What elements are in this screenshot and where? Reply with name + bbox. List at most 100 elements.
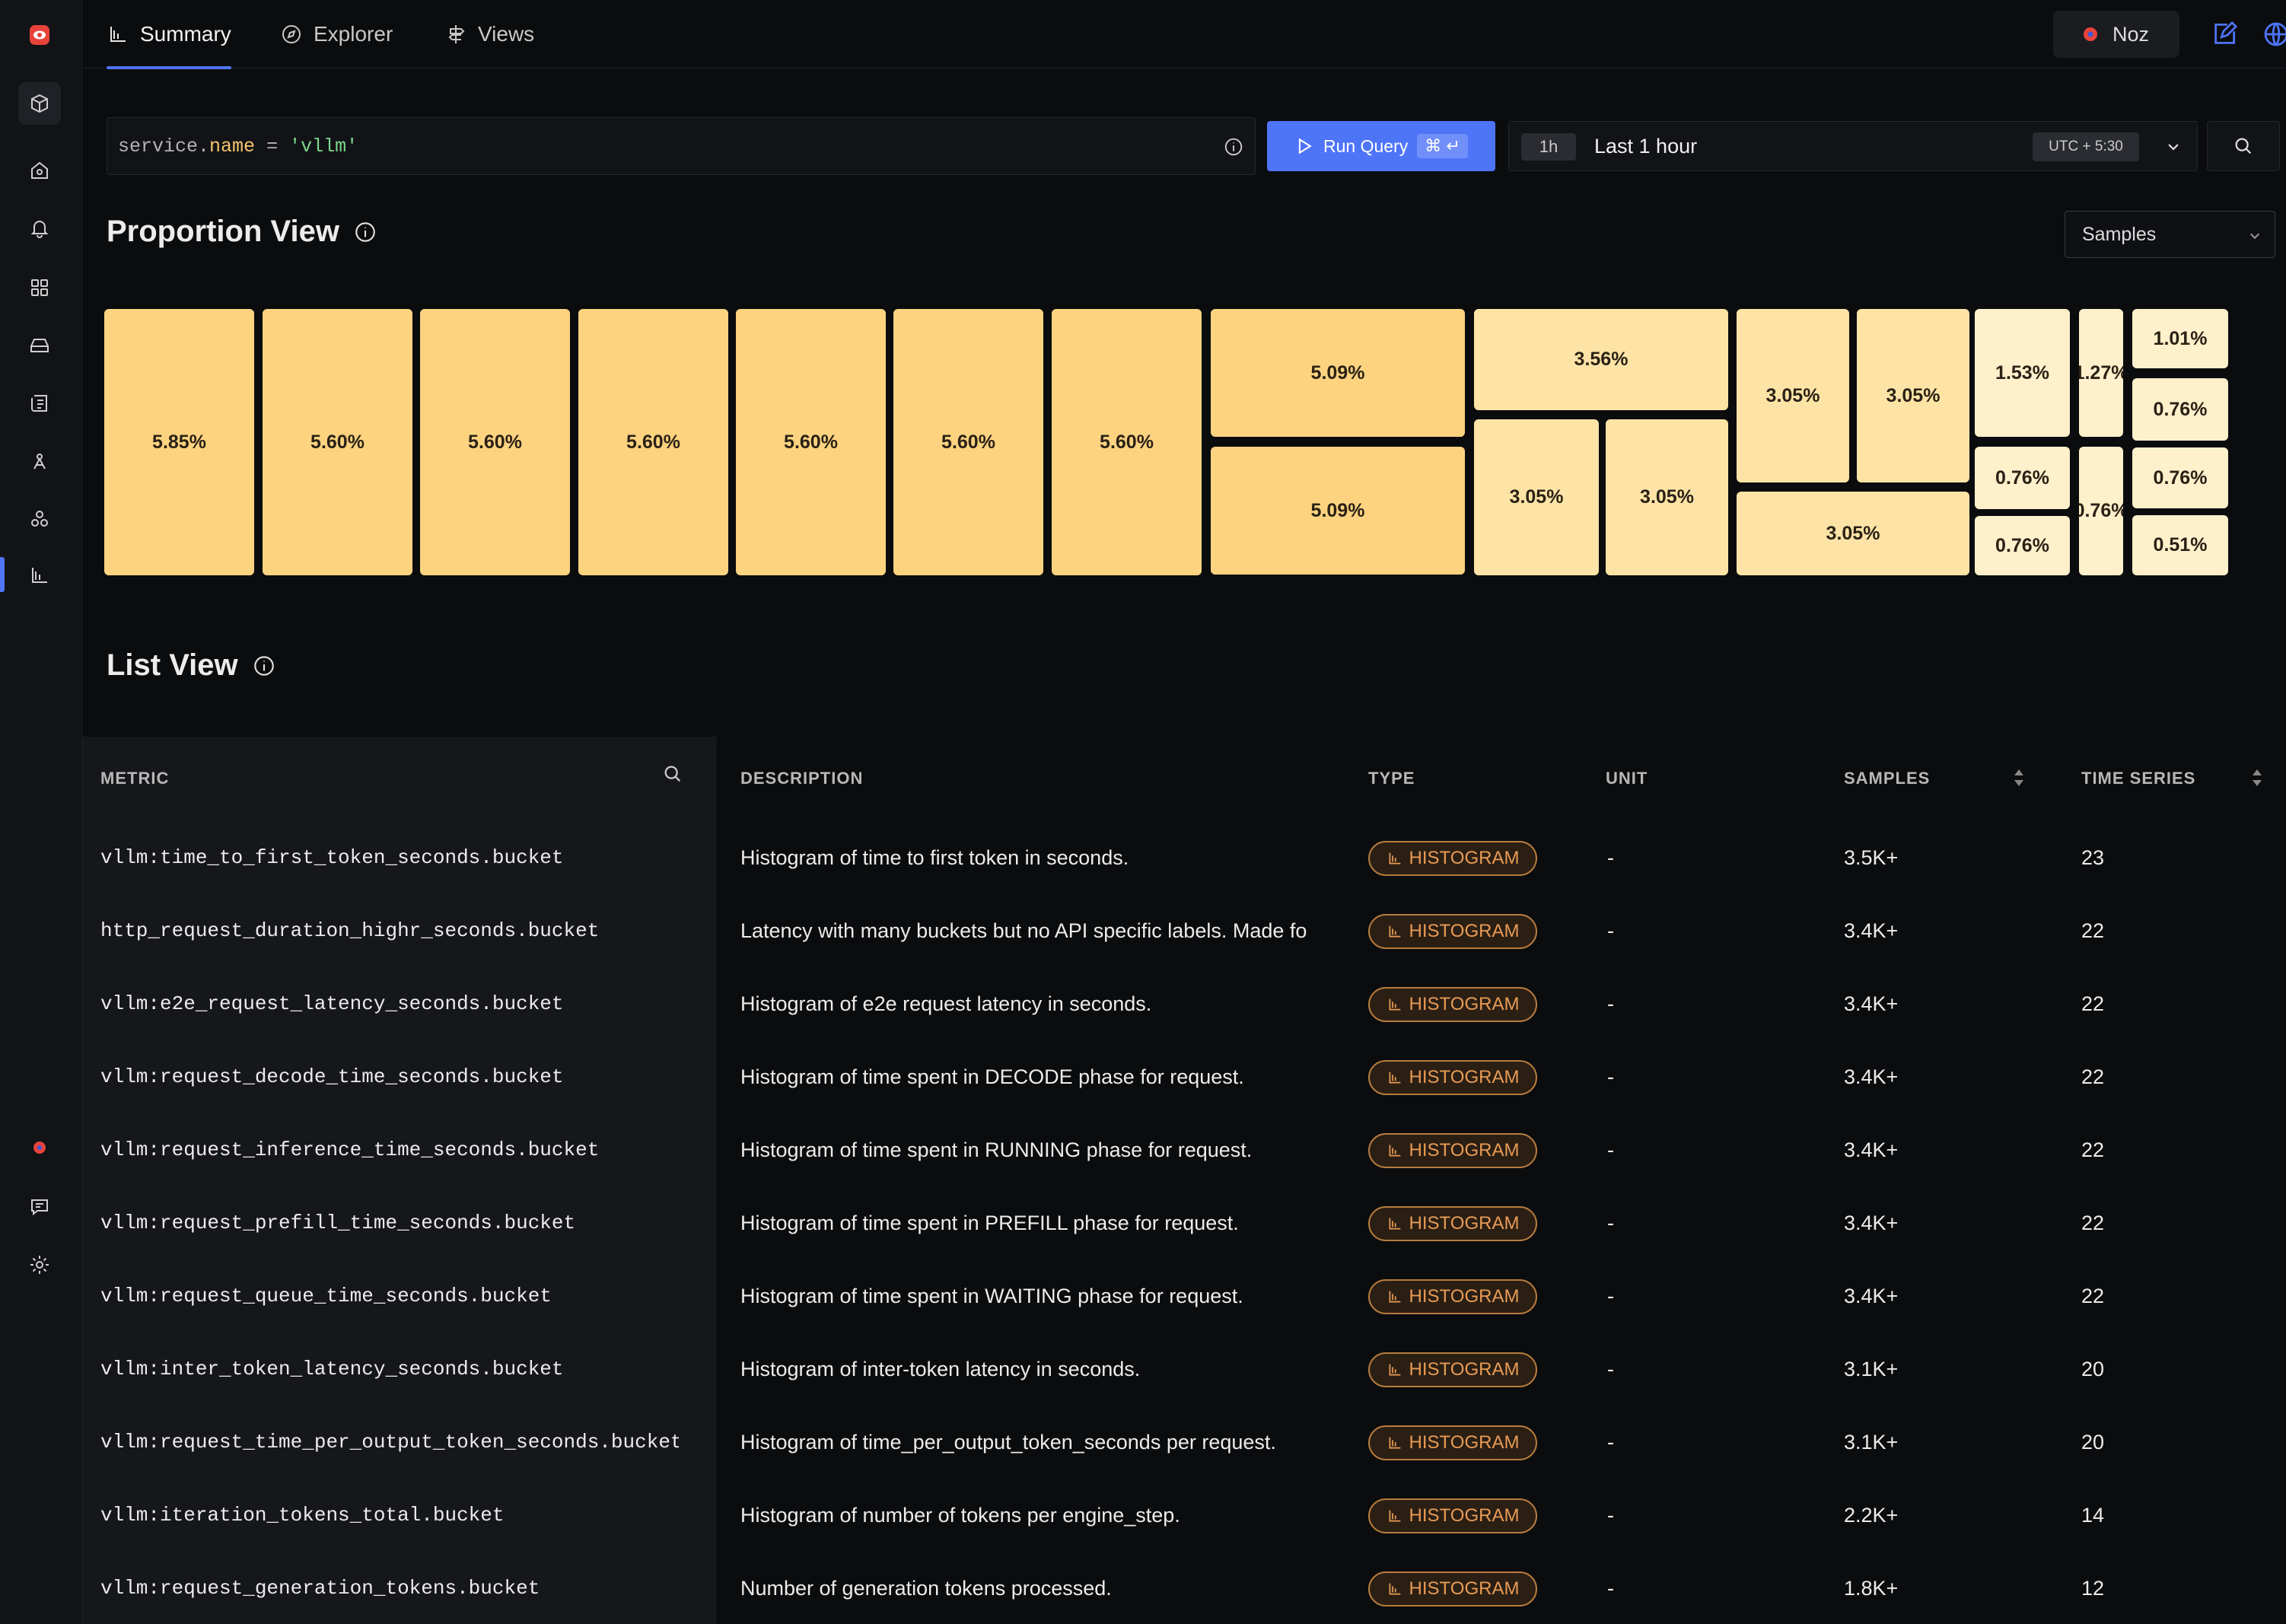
chevron-down-icon[interactable] <box>2165 139 2182 155</box>
treemap-tile[interactable]: 1.53% <box>1975 309 2070 437</box>
column-header-samples[interactable]: SAMPLES <box>1844 769 1931 788</box>
tab-explorer-label: Explorer <box>314 22 393 46</box>
query-dot: . <box>198 135 210 158</box>
profile-avatar-icon[interactable] <box>18 1126 61 1169</box>
metric-name: vllm:inter_token_latency_seconds.bucket <box>100 1358 564 1380</box>
traces-icon[interactable] <box>18 440 61 482</box>
query-input[interactable]: service. name = 'vllm' <box>107 117 1256 175</box>
settings-icon[interactable] <box>18 1243 61 1286</box>
time-range-picker[interactable]: 1h Last 1 hour UTC + 5:30 <box>1508 121 2198 171</box>
metric-time-series: 20 <box>2081 1358 2105 1380</box>
tab-views-label: Views <box>478 22 535 46</box>
treemap-tile[interactable]: 3.05% <box>1474 419 1599 575</box>
metric-description: Histogram of time spent in WAITING phase… <box>740 1285 1243 1307</box>
treemap-tile[interactable]: 3.05% <box>1737 492 1969 575</box>
treemap-tile[interactable]: 5.60% <box>893 309 1043 575</box>
tab-summary[interactable]: Summary <box>107 0 231 69</box>
user-chip[interactable]: Noz <box>2053 11 2179 58</box>
histogram-icon <box>1389 852 1400 865</box>
column-header-description[interactable]: DESCRIPTION <box>740 769 864 788</box>
logo-icon[interactable] <box>18 14 61 56</box>
metric-time-series: 20 <box>2081 1431 2105 1454</box>
treemap-tile[interactable]: 0.51% <box>2132 515 2228 575</box>
metric-description: Histogram of time to first token in seco… <box>740 846 1129 869</box>
metric-time-series: 12 <box>2081 1577 2105 1600</box>
bar-chart-icon <box>110 27 126 42</box>
treemap-tile[interactable]: 0.76% <box>2132 447 2228 508</box>
info-icon[interactable] <box>353 220 377 244</box>
feedback-icon[interactable] <box>18 1186 61 1228</box>
treemap-tile[interactable]: 5.60% <box>1052 309 1202 575</box>
sort-icon[interactable] <box>2251 767 2263 788</box>
integrations-icon[interactable] <box>18 498 61 540</box>
signpost-icon <box>448 25 465 43</box>
treemap-tile[interactable]: 5.09% <box>1211 309 1465 437</box>
alerts-icon[interactable] <box>18 207 61 250</box>
histogram-icon <box>1389 1145 1400 1157</box>
column-header-unit[interactable]: UNIT <box>1606 769 1648 788</box>
treemap-tile[interactable]: 3.56% <box>1474 309 1728 410</box>
info-icon[interactable] <box>252 654 276 678</box>
treemap-tile[interactable]: 5.60% <box>420 309 570 575</box>
treemap-tile[interactable]: 5.85% <box>104 309 254 575</box>
metric-unit: - <box>1607 992 1614 1015</box>
histogram-icon <box>1389 1291 1400 1303</box>
sort-icon[interactable] <box>2013 767 2025 788</box>
treemap-tile[interactable]: 0.76% <box>2132 378 2228 441</box>
treemap-tile[interactable]: 3.05% <box>1606 419 1728 575</box>
new-item-icon[interactable] <box>18 82 61 125</box>
run-query-button[interactable]: Run Query ⌘ ↵ <box>1267 121 1495 171</box>
column-header-type[interactable]: TYPE <box>1368 769 1415 788</box>
metric-time-series: 22 <box>2081 1212 2105 1234</box>
dashboards-icon[interactable] <box>18 266 61 309</box>
treemap-tile[interactable]: 1.27% <box>2079 309 2123 437</box>
metric-unit: - <box>1607 1138 1614 1161</box>
column-header-metric[interactable]: METRIC <box>100 769 170 788</box>
histogram-icon <box>1389 1364 1400 1376</box>
search-icon <box>2235 138 2252 154</box>
tab-explorer[interactable]: Explorer <box>280 0 393 68</box>
treemap-tile[interactable]: 5.60% <box>736 309 886 575</box>
type-badge: HISTOGRAM <box>1368 841 1537 876</box>
info-icon[interactable] <box>1223 136 1244 158</box>
metric-samples: 3.4K+ <box>1844 919 1899 942</box>
storage-icon[interactable] <box>18 324 61 367</box>
active-indicator <box>0 557 5 592</box>
metric-samples: 3.4K+ <box>1844 1212 1899 1234</box>
treemap-tile[interactable]: 5.60% <box>263 309 412 575</box>
type-badge: HISTOGRAM <box>1368 1571 1537 1606</box>
home-icon[interactable] <box>18 149 61 192</box>
metrics-table <box>82 737 2286 1624</box>
histogram-icon <box>1389 1437 1400 1449</box>
treemap-tile[interactable]: 0.76% <box>2079 447 2123 575</box>
metric-description: Histogram of inter-token latency in seco… <box>740 1358 1141 1380</box>
metric-name: vllm:request_generation_tokens.bucket <box>100 1577 540 1600</box>
treemap-tile[interactable]: 5.09% <box>1211 447 1465 575</box>
search-icon[interactable] <box>662 763 683 785</box>
run-query-shortcut: ⌘ ↵ <box>1417 134 1468 158</box>
tab-views[interactable]: Views <box>444 0 534 68</box>
logs-icon[interactable] <box>18 382 61 425</box>
proportion-view-title-text: Proportion View <box>107 215 339 248</box>
treemap-tile[interactable]: 3.05% <box>1737 309 1849 482</box>
search-button[interactable] <box>2207 121 2280 171</box>
tab-active-underline <box>107 66 231 69</box>
proportion-view-title: Proportion View <box>107 215 377 249</box>
query-op: = <box>255 135 290 158</box>
globe-icon[interactable] <box>2262 20 2286 49</box>
metrics-icon[interactable] <box>18 554 61 597</box>
metric-time-series: 22 <box>2081 1138 2105 1161</box>
treemap-tile[interactable]: 3.05% <box>1857 309 1969 482</box>
metric-name: vllm:iteration_tokens_total.bucket <box>100 1504 505 1527</box>
query-key: service <box>118 135 199 158</box>
timezone-chip[interactable]: UTC + 5:30 <box>2033 132 2139 161</box>
type-badge: HISTOGRAM <box>1368 1206 1537 1241</box>
edit-icon[interactable] <box>2210 20 2239 49</box>
treemap-tile[interactable]: 0.76% <box>1975 447 2070 509</box>
treemap-tile[interactable]: 1.01% <box>2132 309 2228 368</box>
user-avatar-icon <box>2084 27 2097 41</box>
column-header-time-series[interactable]: TIME SERIES <box>2081 769 2196 788</box>
treemap-tile[interactable]: 5.60% <box>578 309 728 575</box>
proportion-metric-select[interactable]: Samples <box>2065 211 2275 258</box>
treemap-tile[interactable]: 0.76% <box>1975 516 2070 575</box>
